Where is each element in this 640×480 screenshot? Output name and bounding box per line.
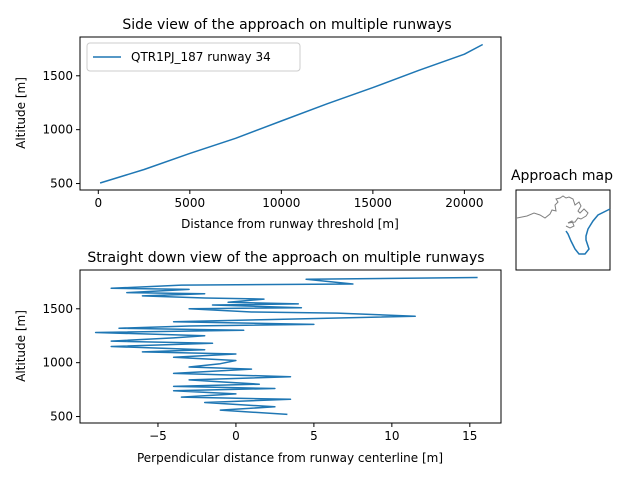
top-view-x-ticks: −5 0 5 10 15 — [149, 423, 477, 443]
top-view-frame — [79, 269, 502, 424]
coastline-detail — [565, 220, 575, 229]
side-view-series-layer — [99, 43, 484, 184]
side-view-y-tick-label-1: 1000 — [42, 123, 73, 137]
top-view-x-tick-label-2: 5 — [310, 429, 318, 443]
side-view-x-label: Distance from runway threshold [m] — [181, 217, 399, 231]
coastline — [516, 195, 589, 224]
side-view-y-ticks: 500 1000 1500 — [42, 69, 80, 191]
top-view-y-label: Altitude [m] — [14, 310, 28, 382]
legend-box — [86, 42, 301, 72]
top-view-x-label: Perpendicular distance from runway cente… — [137, 451, 443, 465]
legend-entry: QTR1PJ_187 runway 34 — [131, 50, 271, 64]
top-view-series-line-0 — [94, 276, 478, 416]
approach-track — [565, 208, 611, 255]
side-view-x-tick-label-3: 15000 — [354, 196, 392, 210]
top-view-y-ticks: 500 1000 1500 — [42, 302, 80, 424]
side-view-chart: Side view of the approach on multiple ru… — [14, 17, 502, 231]
top-view-title: Straight down view of the approach on mu… — [87, 250, 484, 266]
top-view-y-tick-label-1: 1000 — [42, 356, 73, 370]
side-view-series-line-0 — [99, 43, 484, 184]
top-view-y-tick-label-0: 500 — [50, 410, 73, 424]
side-view-legend: QTR1PJ_187 runway 34 — [86, 42, 301, 72]
approach-map-title: Approach map — [511, 168, 613, 184]
side-view-title: Side view of the approach on multiple ru… — [122, 17, 451, 33]
side-view-y-label: Altitude [m] — [14, 77, 28, 149]
top-view-x-tick-label-0: −5 — [149, 429, 167, 443]
side-view-x-tick-label-4: 20000 — [445, 196, 483, 210]
approach-map: Approach map — [511, 168, 613, 271]
top-view-x-tick-label-4: 15 — [462, 429, 477, 443]
top-view-chart: Straight down view of the approach on mu… — [14, 250, 502, 465]
approach-map-frame — [515, 189, 611, 271]
top-view-x-tick-label-1: 0 — [232, 429, 240, 443]
side-view-y-tick-label-2: 1500 — [42, 69, 73, 83]
top-view-y-tick-label-2: 1500 — [42, 302, 73, 316]
side-view-x-ticks: 0 5000 10000 15000 20000 — [94, 190, 483, 210]
side-view-frame — [79, 36, 502, 191]
side-view-x-tick-label-1: 5000 — [175, 196, 206, 210]
top-view-x-tick-label-3: 10 — [384, 429, 399, 443]
side-view-x-tick-label-2: 10000 — [262, 196, 300, 210]
side-view-x-tick-label-0: 0 — [94, 196, 102, 210]
side-view-y-tick-label-0: 500 — [50, 177, 73, 191]
top-view-series-layer — [94, 276, 478, 416]
